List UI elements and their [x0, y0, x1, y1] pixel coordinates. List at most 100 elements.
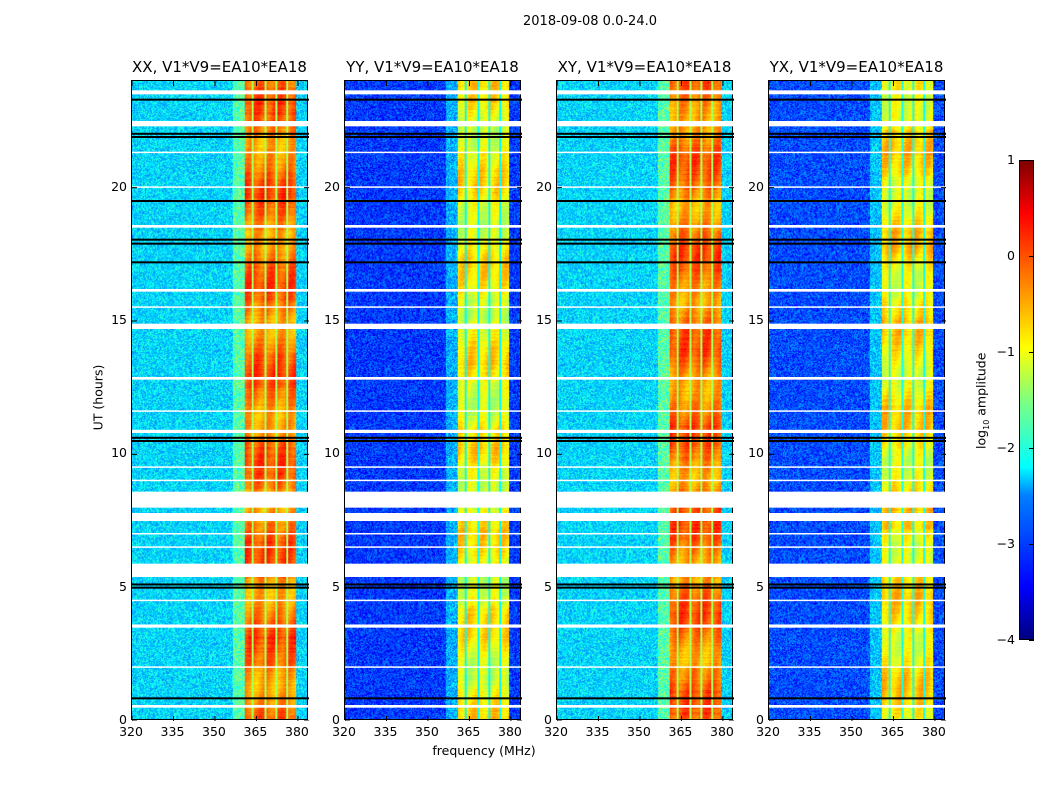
x-tick-label: 365 — [243, 724, 268, 739]
x-tick-label: 380 — [710, 724, 734, 739]
x-tick-label: 380 — [498, 724, 522, 739]
colorbar — [1019, 160, 1034, 640]
flagged-row — [557, 624, 734, 628]
dark-row — [769, 440, 946, 442]
x-tick-label: 320 — [544, 724, 568, 739]
x-tick-label: 350 — [839, 724, 863, 739]
x-tick-label: 320 — [332, 724, 356, 739]
flagged-row — [769, 479, 946, 482]
dark-row — [769, 132, 946, 135]
flagged-row — [557, 513, 734, 521]
dark-row — [132, 586, 309, 589]
spectrogram-panel — [556, 80, 734, 721]
dark-row — [769, 200, 946, 202]
x-tick-label: 335 — [585, 724, 610, 739]
y-tick-label: 15 — [536, 312, 552, 327]
flagged-row — [557, 546, 734, 548]
x-tick-label: 380 — [922, 724, 946, 739]
dark-row — [345, 136, 522, 138]
flagged-row — [557, 289, 734, 292]
flagged-row — [132, 491, 309, 508]
y-tick-label: 5 — [332, 578, 340, 594]
dark-row — [769, 238, 946, 241]
flagged-row — [557, 306, 734, 308]
flagged-row — [345, 479, 522, 482]
dark-row — [557, 583, 734, 586]
flagged-row — [132, 306, 309, 308]
dark-row — [132, 440, 309, 442]
flagged-row — [345, 306, 522, 308]
flagged-row — [769, 513, 946, 521]
y-tick-label: 0 — [756, 712, 764, 727]
dark-row — [345, 436, 522, 439]
colorbar-tick-mark — [1029, 448, 1034, 449]
dark-row — [132, 436, 309, 439]
dark-row — [345, 238, 522, 241]
colorbar-tick-mark — [1029, 544, 1034, 545]
flagged-row — [132, 624, 309, 628]
flagged-row — [769, 491, 946, 508]
dark-row — [557, 261, 734, 264]
flagged-row — [132, 599, 309, 602]
flagged-row — [769, 225, 946, 228]
y-tick-label: 5 — [119, 578, 127, 594]
flagged-row — [345, 151, 522, 154]
panel-title: XX, V1*V9=EA10*EA18 — [132, 58, 307, 76]
dark-row — [132, 98, 309, 101]
flagged-row — [132, 377, 309, 380]
panel-title: YX, V1*V9=EA10*EA18 — [769, 58, 944, 76]
flagged-row — [132, 533, 309, 535]
panel-title: YY, V1*V9=EA10*EA18 — [346, 58, 519, 76]
flagged-row — [132, 121, 309, 127]
flagged-row — [557, 90, 734, 95]
flagged-row — [557, 151, 734, 154]
flagged-row — [769, 466, 946, 468]
y-tick-label: 20 — [748, 178, 764, 194]
x-tick-label: 350 — [415, 724, 439, 739]
y-tick-label: 10 — [324, 445, 340, 461]
flagged-row — [345, 225, 522, 228]
flagged-row — [769, 546, 946, 548]
flagged-row — [557, 186, 734, 188]
y-tick-label: 0 — [119, 712, 127, 727]
x-tick-label: 320 — [756, 724, 780, 739]
y-tick-label: 0 — [332, 712, 340, 727]
flagged-row — [557, 377, 734, 380]
flagged-row — [769, 705, 946, 708]
dark-row — [769, 583, 946, 586]
flagged-row — [345, 410, 522, 412]
y-tick-label: 0 — [544, 712, 552, 727]
dark-row — [769, 261, 946, 264]
figure-title: 2018-09-08 0.0-24.0 — [523, 14, 657, 29]
flagged-row — [132, 563, 309, 577]
dark-row — [769, 586, 946, 589]
flagged-row — [769, 377, 946, 380]
x-tick-label: 365 — [880, 724, 905, 739]
flagged-row — [557, 599, 734, 602]
flagged-row — [345, 546, 522, 548]
flagged-row — [769, 151, 946, 154]
flagged-row — [557, 666, 734, 668]
dark-row — [557, 136, 734, 138]
flagged-row — [132, 289, 309, 292]
x-tick-label: 350 — [202, 724, 226, 739]
spectrogram-panel — [344, 80, 522, 721]
flagged-row — [769, 599, 946, 602]
dark-row — [557, 238, 734, 241]
dark-row — [345, 440, 522, 442]
flagged-row — [132, 513, 309, 521]
flagged-row — [769, 429, 946, 433]
flagged-row — [132, 186, 309, 188]
flagged-row — [345, 624, 522, 628]
colorbar-tick-label: −4 — [996, 632, 1015, 647]
dark-row — [132, 583, 309, 586]
dark-row — [132, 242, 309, 245]
flagged-row — [557, 491, 734, 508]
flagged-row — [132, 410, 309, 412]
y-tick-label: 15 — [111, 312, 127, 327]
flagged-row — [132, 479, 309, 482]
flagged-row — [345, 429, 522, 433]
spectrogram-panel — [131, 80, 309, 721]
panel-title: XY, V1*V9=EA10*EA18 — [557, 58, 732, 76]
